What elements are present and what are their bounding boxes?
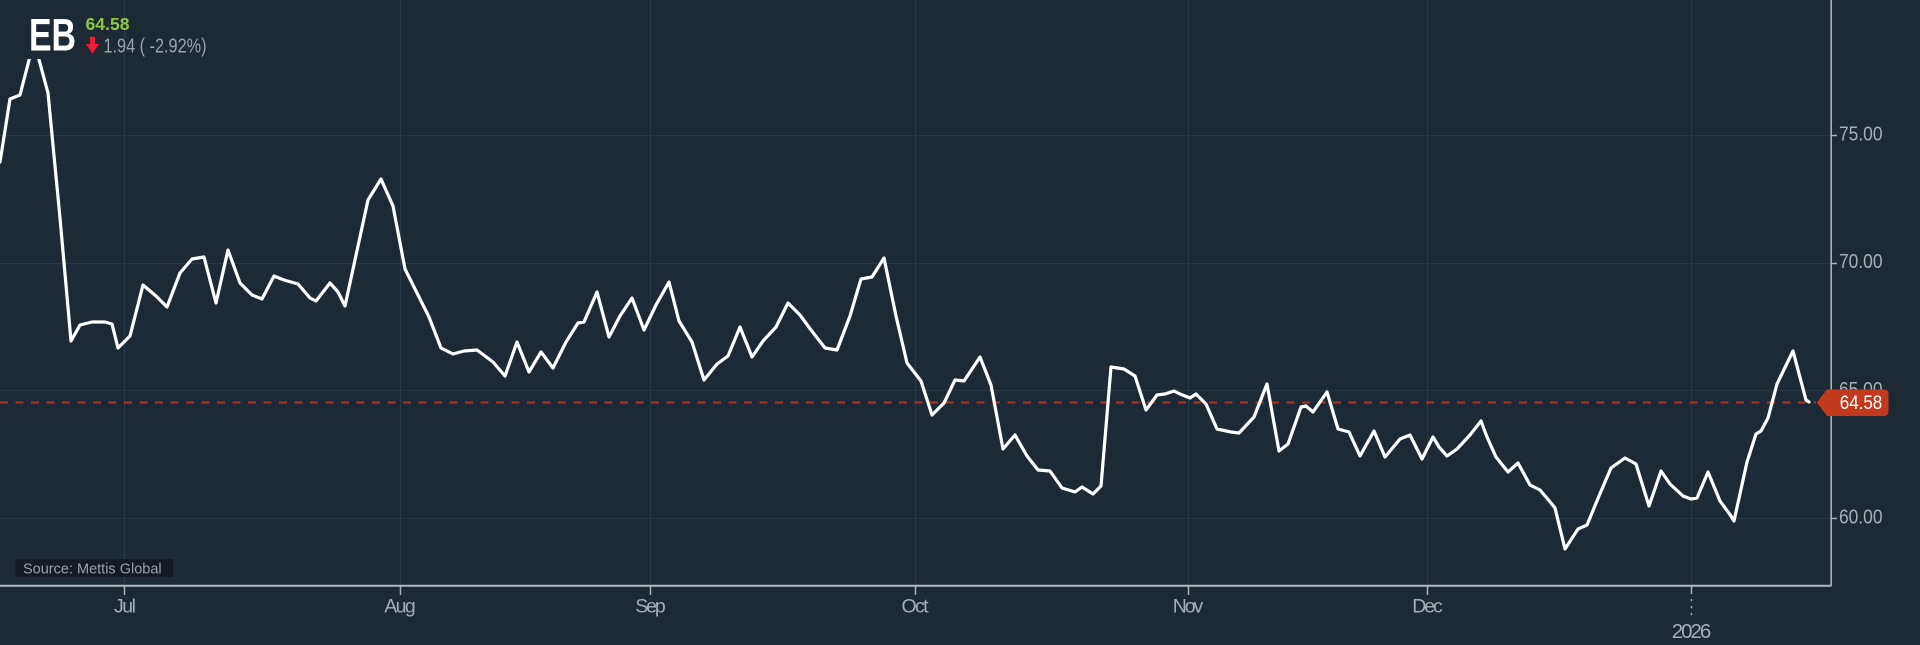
svg-text:60.00: 60.00 [1839, 505, 1883, 528]
svg-text:64.58: 64.58 [86, 14, 130, 34]
svg-text:75.00: 75.00 [1839, 123, 1883, 146]
svg-text:64.58: 64.58 [1840, 393, 1883, 414]
svg-text:1.94 ( -2.92%): 1.94 ( -2.92%) [104, 35, 207, 58]
svg-text:2026: 2026 [1672, 620, 1712, 643]
svg-text:Dec: Dec [1412, 596, 1443, 618]
svg-text:Aug: Aug [384, 596, 416, 618]
svg-text:Nov: Nov [1173, 596, 1204, 618]
svg-text:Oct: Oct [902, 596, 930, 618]
svg-text:70.00: 70.00 [1839, 250, 1883, 273]
svg-text:Sep: Sep [635, 596, 666, 618]
svg-text:EB: EB [29, 10, 76, 61]
svg-text:Jul: Jul [114, 596, 136, 618]
svg-text:Source: Mettis Global: Source: Mettis Global [23, 562, 162, 578]
